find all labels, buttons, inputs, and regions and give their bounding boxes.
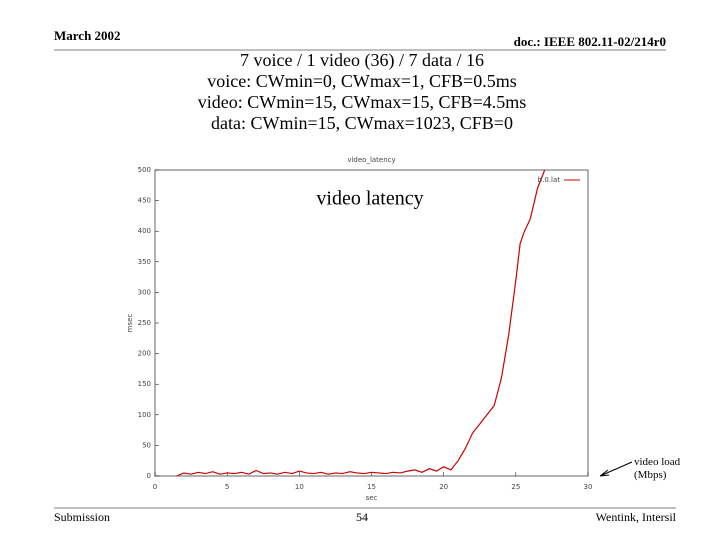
x-axis-label: sec xyxy=(366,494,378,502)
title-line: video: CWmin=15, CWmax=15, CFB=4.5ms xyxy=(198,92,526,112)
annotation-box xyxy=(300,184,438,214)
y-tick-label: 350 xyxy=(138,258,151,266)
title-line: 7 voice / 1 video (36) / 7 data / 16 xyxy=(240,50,484,71)
x-tick-label: 30 xyxy=(584,483,593,491)
x-tick-label: 15 xyxy=(367,483,376,491)
footer-right: Wentink, Intersil xyxy=(596,510,677,524)
footer-left: Submission xyxy=(54,510,110,524)
x-tick-label: 25 xyxy=(511,483,520,491)
x-tick-label: 5 xyxy=(225,483,229,491)
header-date: March 2002 xyxy=(54,28,121,43)
y-tick-label: 250 xyxy=(138,319,151,327)
y-tick-label: 450 xyxy=(138,197,151,205)
x-tick-label: 0 xyxy=(153,483,157,491)
y-tick-label: 100 xyxy=(138,411,151,419)
annotation: video latency xyxy=(316,188,423,210)
y-tick-label: 300 xyxy=(138,288,151,296)
arrow xyxy=(599,461,633,477)
chart-title: video_latency xyxy=(347,156,395,164)
annotation: video load (Mbps) xyxy=(634,456,681,481)
x-tick-label: 20 xyxy=(439,483,448,491)
y-axis-label: msec xyxy=(126,314,134,333)
title-line: voice: CWmin=0, CWmax=1, CFB=0.5ms xyxy=(207,71,516,91)
header-doc: doc.: IEEE 802.11-02/214r0 xyxy=(514,34,666,49)
x-tick-label: 10 xyxy=(295,483,304,491)
data-line xyxy=(176,169,546,477)
y-tick-label: 50 xyxy=(142,441,151,449)
footer-page: 54 xyxy=(356,510,368,524)
y-tick-label: 0 xyxy=(147,472,151,480)
y-tick-label: 150 xyxy=(138,380,151,388)
title-line: data: CWmin=15, CWmax=1023, CFB=0 xyxy=(211,113,513,133)
plot-frame xyxy=(154,169,589,477)
legend-label: b.0.lat xyxy=(538,176,561,184)
y-tick-label: 500 xyxy=(138,166,151,174)
y-tick-label: 200 xyxy=(138,350,151,358)
y-tick-label: 400 xyxy=(138,227,151,235)
